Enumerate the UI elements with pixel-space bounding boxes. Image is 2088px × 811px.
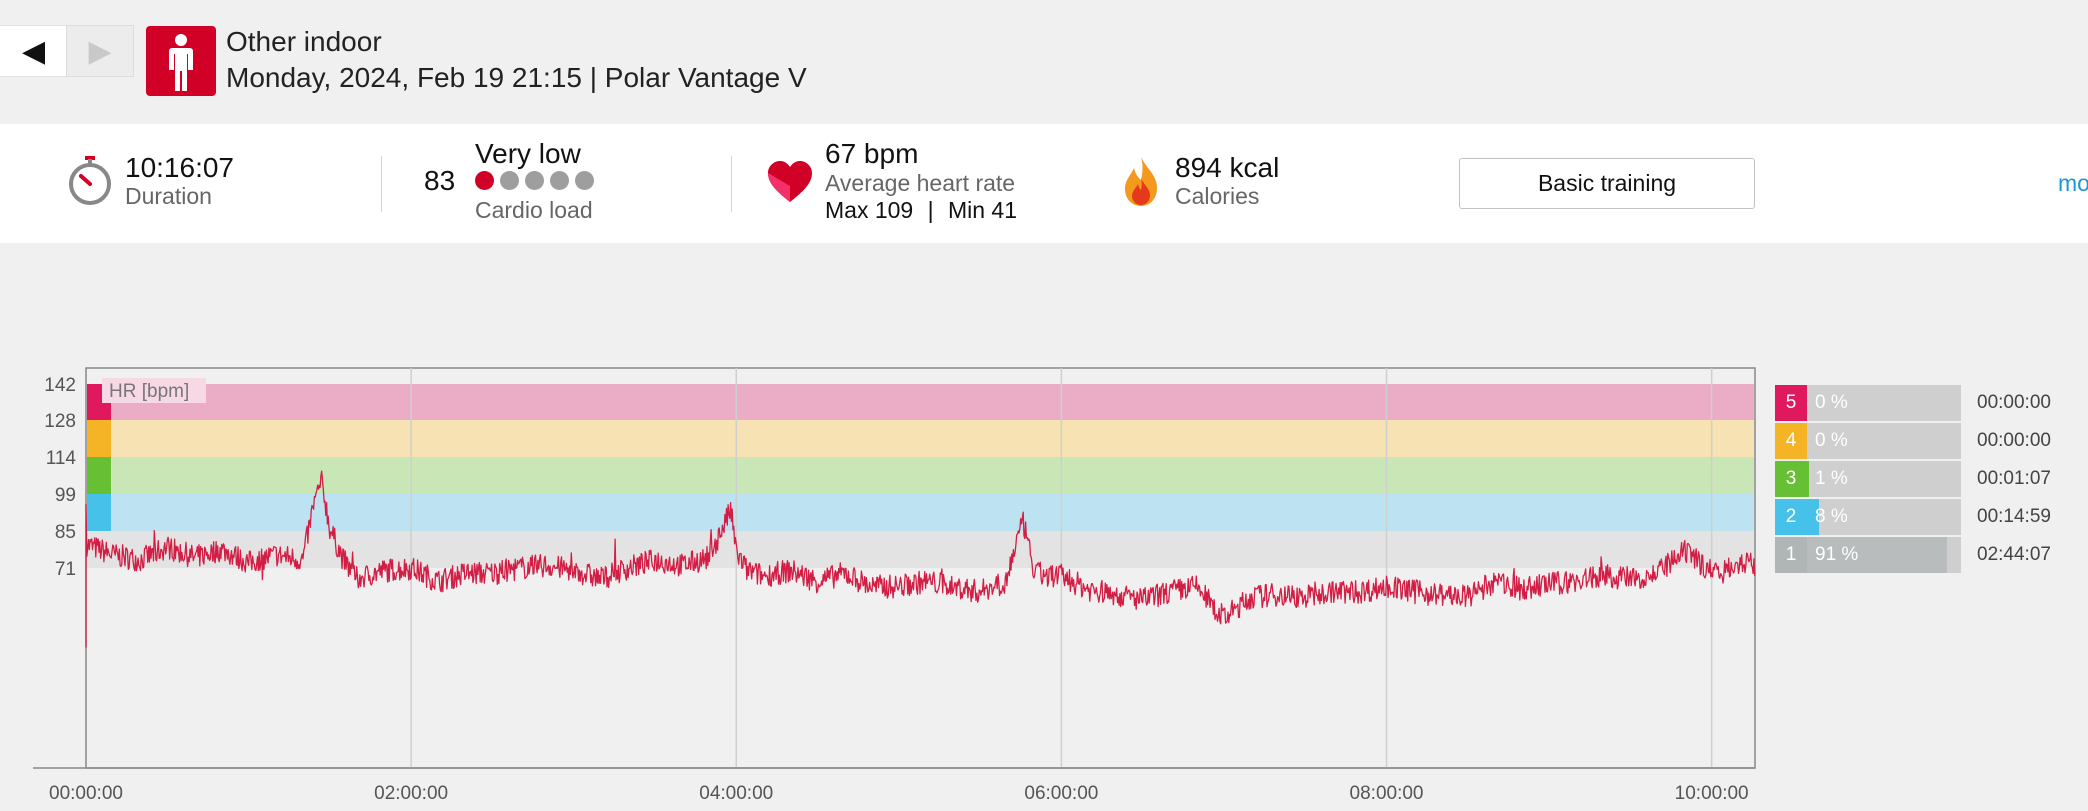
hr-zone-marker-2 <box>87 494 111 531</box>
x-tick-label: 10:00:00 <box>1675 783 1749 804</box>
zone-percent-label: 1 % <box>1815 468 1848 489</box>
zone-percent-bar: 91 % <box>1807 537 1961 573</box>
zone-number: 3 <box>1775 461 1807 497</box>
zone-number: 2 <box>1775 499 1807 535</box>
y-tick-label: 114 <box>46 448 77 469</box>
hr-axis-label: HR [bpm] <box>109 381 189 402</box>
zone-number: 4 <box>1775 423 1807 459</box>
x-tick-label: 02:00:00 <box>374 783 448 804</box>
y-tick-label: 99 <box>55 485 76 506</box>
zone-row-4: 4 0 % <box>1775 423 1961 459</box>
duration-value: 10:16:07 <box>125 152 234 183</box>
zone-row-1: 1 91 % <box>1775 537 1961 573</box>
next-session-button[interactable]: ▶ <box>66 25 134 77</box>
cardio-load-level: Very low <box>475 138 581 169</box>
sport-name: Other indoor <box>226 26 382 57</box>
summary-bar: 10:16:07 Duration 83 Very low Cardio loa… <box>0 124 2088 243</box>
zone-percent-label: 0 % <box>1815 392 1848 413</box>
sport-person-icon <box>146 26 216 96</box>
heart-rate-chart: HR [bpm] 142 128 114 99 85 71 00:00:00 02:00:00 0… <box>33 367 1756 804</box>
cardio-load-label: Cardio load <box>475 197 593 223</box>
zone-percent-label: 8 % <box>1815 506 1848 527</box>
zone-percent-fill <box>1807 499 1820 535</box>
y-tick-label: 128 <box>44 411 76 432</box>
hr-zone-band-4 <box>87 420 1754 457</box>
x-tick-label: 04:00:00 <box>699 783 773 804</box>
cardio-load-dot <box>475 171 494 190</box>
zone-time: 00:00:00 <box>1977 392 2051 413</box>
zone-percent-bar: 0 % <box>1807 423 1961 459</box>
zone-time: 00:00:00 <box>1977 430 2051 451</box>
x-tick-label: 08:00:00 <box>1350 783 1424 804</box>
calories-value: 894 kcal <box>1175 152 1280 183</box>
y-tick-label: 71 <box>55 559 76 580</box>
flame-icon <box>1121 154 1161 213</box>
hr-max-min: Max 109 | Min 41 <box>825 197 1017 224</box>
hr-zone-marker-4 <box>87 420 111 457</box>
hr-zone-marker-3 <box>87 457 111 494</box>
cardio-load-dot <box>575 171 594 190</box>
hr-label-box <box>102 378 206 403</box>
hr-series-line <box>85 470 1756 648</box>
zone-percent-bar: 0 % <box>1807 385 1961 421</box>
hr-separator: | <box>927 197 934 223</box>
heart-icon <box>766 160 814 209</box>
x-tick-label: 06:00:00 <box>1024 783 1098 804</box>
calories-label: Calories <box>1175 183 1260 209</box>
zone-number: 1 <box>1775 537 1807 573</box>
y-tick-label: 85 <box>55 522 76 543</box>
hr-zone-band-3 <box>87 457 1754 494</box>
zone-row-2: 2 8 % <box>1775 499 1961 535</box>
divider <box>731 156 732 212</box>
cardio-load-dot <box>550 171 569 190</box>
zone-percent-bar: 1 % <box>1807 461 1961 497</box>
zone-percent-label: 0 % <box>1815 430 1848 451</box>
cardio-load-dot <box>525 171 544 190</box>
more-link[interactable]: mo <box>2058 170 2088 196</box>
stopwatch-icon <box>66 154 114 211</box>
hr-zone-band-1 <box>87 531 1754 568</box>
zone-number: 5 <box>1775 385 1807 421</box>
cardio-load-dot <box>500 171 519 190</box>
zone-percent-label: 91 % <box>1815 544 1859 565</box>
zone-time: 02:44:07 <box>1977 544 2051 565</box>
cardio-load-dots <box>475 171 600 195</box>
zone-percent-fill <box>1807 537 1948 573</box>
hr-min: Min 41 <box>947 197 1018 223</box>
zone-time: 00:01:07 <box>1977 468 2051 489</box>
zone-row-3: 3 1 % <box>1775 461 1961 497</box>
y-tick-label: 142 <box>44 375 76 396</box>
hr-zone-band-2 <box>87 494 1754 531</box>
previous-session-button[interactable]: ◀ <box>0 25 68 77</box>
divider <box>381 156 382 212</box>
zone-percent-fill <box>1807 461 1809 497</box>
hr-max: Max 109 <box>825 197 914 223</box>
session-date-device: Monday, 2024, Feb 19 21:15 | Polar Vanta… <box>226 62 807 93</box>
avg-hr-label: Average heart rate <box>825 170 1016 196</box>
zone-percent-bar: 8 % <box>1807 499 1961 535</box>
cardio-load-value: 83 <box>424 165 456 196</box>
duration-label: Duration <box>125 183 212 209</box>
hr-zone-band-5 <box>87 384 1754 420</box>
x-tick-label: 00:00:00 <box>49 783 123 804</box>
avg-hr-value: 67 bpm <box>825 138 919 169</box>
zone-row-5: 5 0 % <box>1775 385 1961 421</box>
zone-time: 00:14:59 <box>1977 506 2051 527</box>
basic-training-button[interactable]: Basic training <box>1459 158 1755 209</box>
